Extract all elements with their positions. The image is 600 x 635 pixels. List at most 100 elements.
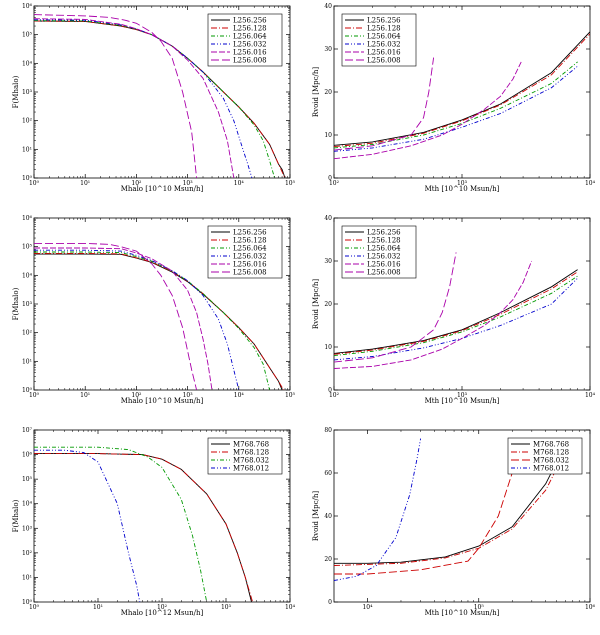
legend-entry: L256.256	[233, 16, 267, 24]
x-tick-label: 10⁶	[585, 604, 596, 611]
legend-entry: M768.128	[233, 448, 269, 456]
legend-entry: L256.256	[367, 16, 401, 24]
series-line-l256-016	[334, 260, 533, 369]
x-tick-label: 10⁴	[585, 180, 596, 187]
series-line-l256-016	[334, 61, 522, 160]
series-line-m768-032	[334, 455, 520, 575]
series-line-l256-032	[34, 19, 253, 178]
x-tick-label: 10⁴	[585, 392, 596, 399]
series-line-l256-032	[34, 249, 240, 390]
x-tick-label: 10⁵	[285, 392, 296, 399]
y-tick-label: 10⁴	[22, 501, 33, 508]
y-tick-label: 10⁰	[22, 387, 33, 394]
series-line-l256-008	[334, 57, 435, 151]
legend-entry: M768.032	[233, 456, 269, 464]
series-line-l256-256	[334, 31, 590, 146]
y-axis-label: Rvoid [Mpc/h]	[312, 491, 320, 542]
x-axis-label: Mhalo [10^10 Msun/h]	[121, 397, 204, 405]
series-line-l256-064	[34, 20, 276, 178]
x-tick-label: 10⁴	[362, 604, 373, 611]
legend-box	[207, 225, 283, 279]
panel-halo-mass-function-middle: 10⁰ 10¹ 10² 10³ 10⁴ 10⁵ 10⁰ 10¹ 10² 10³ 10⁴ 10⁵ 10⁶ M…	[12, 215, 296, 405]
series-line-l256-064	[334, 275, 578, 357]
series-group	[334, 31, 590, 160]
legend-entry: M768.128	[533, 448, 569, 456]
legend-entry: L256.128	[367, 24, 401, 32]
y-tick-label: 10⁶	[22, 215, 33, 222]
series-group	[334, 252, 578, 369]
panel-void-radius-bottom: 10⁴ 10⁵ 10⁶ 0 20 40 60 80 Mth [10^10 Msun/h] Rvoi…	[312, 427, 596, 617]
x-axis-label: Mth [10^10 Msun/h]	[425, 185, 500, 193]
y-tick-label: 10	[324, 344, 332, 351]
y-tick-label: 10⁴	[22, 60, 33, 67]
legend: L256.256L256.128L256.064L256.032L256.016…	[207, 13, 283, 67]
series-line-m768-012	[334, 438, 422, 581]
legend-entry: L256.064	[367, 244, 401, 252]
series-line-l256-128	[34, 20, 286, 178]
legend-entry: L256.016	[233, 48, 267, 56]
x-axis-label: Mhalo [10^10 Msun/h]	[121, 185, 204, 193]
series-line-l256-032	[334, 65, 578, 152]
legend-entry: L256.032	[233, 40, 267, 48]
x-tick-label: 10⁰	[29, 392, 40, 399]
x-tick-label: 10⁰	[29, 180, 40, 187]
x-axis-label: Mth [10^10 Msun/h]	[425, 609, 500, 617]
legend-entry: L256.032	[367, 40, 401, 48]
y-tick-label: 40	[324, 215, 332, 222]
y-tick-label: 10⁷	[22, 427, 33, 434]
x-tick-label: 10¹	[93, 604, 103, 611]
series-group	[34, 14, 286, 178]
y-tick-label: 10⁵	[22, 244, 33, 251]
legend-entry: L256.008	[367, 56, 401, 64]
y-tick-label: 40	[324, 3, 332, 10]
y-axis-label: Rvoid [Mpc/h]	[312, 67, 320, 118]
x-tick-label: 10⁴	[234, 392, 245, 399]
legend: L256.256L256.128L256.064L256.032L256.016…	[341, 225, 417, 279]
legend-entry: L256.256	[233, 228, 267, 236]
legend-entry: L256.128	[367, 236, 401, 244]
legend-entry: L256.256	[367, 228, 401, 236]
x-tick-label: 10²	[131, 392, 142, 399]
series-line-m768-768	[334, 444, 566, 564]
x-tick-label: 10⁴	[285, 604, 296, 611]
legend-entry: L256.064	[233, 244, 267, 252]
y-tick-label: 10³	[22, 301, 33, 308]
legend-entry: L256.008	[233, 56, 267, 64]
y-tick-label: 40	[324, 513, 332, 520]
series-line-m768-032	[34, 446, 208, 602]
x-tick-label: 10²	[329, 180, 340, 187]
y-tick-label: 10³	[22, 525, 33, 532]
y-tick-label: 10⁵	[22, 32, 33, 39]
y-tick-label: 10⁶	[22, 452, 33, 459]
series-line-l256-008	[334, 252, 457, 363]
y-tick-label: 10⁴	[22, 272, 33, 279]
y-tick-label: 20	[324, 556, 332, 563]
y-tick-label: 10¹	[22, 358, 32, 365]
y-tick-label: 10⁰	[22, 175, 33, 182]
panel-void-radius-middle: 10² 10³ 10⁴ 0 10 20 30 40 Mth [10^10 Msun/h] Rvoi…	[312, 215, 596, 405]
legend-box	[207, 13, 283, 67]
x-tick-label: 10³	[457, 180, 468, 187]
x-tick-label: 10³	[183, 392, 194, 399]
legend-box	[341, 13, 417, 67]
x-tick-label: 10¹	[80, 392, 90, 399]
series-line-l256-128	[334, 33, 590, 148]
y-axis-label: F(Mhalo)	[12, 499, 20, 532]
x-axis-label: Mhalo [10^12 Msun/h]	[121, 609, 204, 617]
series-group	[34, 242, 284, 390]
series-line-l256-016	[34, 247, 213, 390]
legend: L256.256L256.128L256.064L256.032L256.016…	[207, 225, 283, 279]
legend-entry: M768.032	[533, 456, 569, 464]
legend-entry: L256.016	[367, 48, 401, 56]
series-line-m768-768	[34, 453, 252, 602]
x-tick-label: 10³	[221, 604, 232, 611]
series-line-m768-012	[34, 449, 141, 602]
y-tick-label: 60	[324, 470, 332, 477]
legend-entry: L256.064	[367, 32, 401, 40]
series-line-m768-128	[34, 453, 254, 602]
y-tick-label: 10	[324, 132, 332, 139]
y-axis-label: F(Mhalo)	[12, 75, 20, 108]
legend-entry: L256.128	[233, 236, 267, 244]
y-tick-label: 10³	[22, 89, 33, 96]
